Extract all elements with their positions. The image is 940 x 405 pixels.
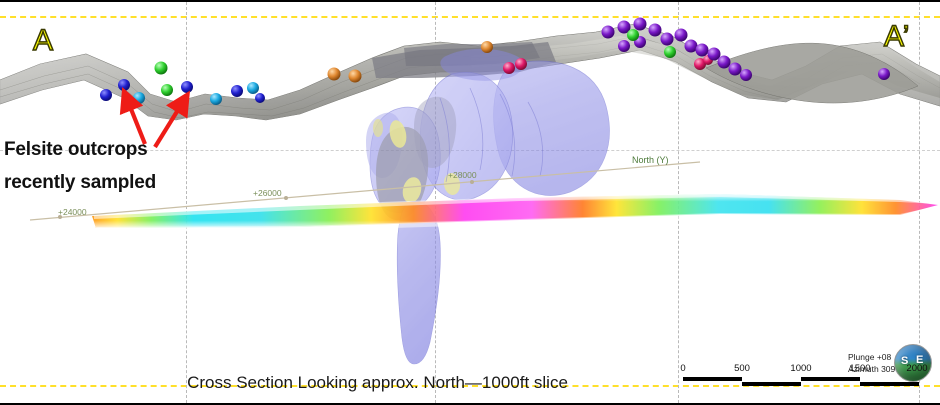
annotation-line-1: Felsite outcrops [4,139,148,160]
axis-tick-24000: +24000 [58,207,87,217]
axis-name-north: North (Y) [632,155,669,165]
scale-bar-tick-labels: 0 500 1000 1500 2000 [680,363,927,375]
globe-label-east: E [916,354,924,366]
orientation-globe-icon: S E [894,344,932,382]
scale-segment-4 [860,382,919,386]
scale-bar-segments [681,377,921,386]
section-end-label: A’ [883,19,911,54]
scale-segment-1 [683,377,742,381]
plunge-label: Plunge +08 [848,352,892,362]
grid-line-yellow-bottom [0,385,940,387]
figure-caption: Cross Section Looking approx. North—1000… [0,373,940,393]
scale-tick-0: 0 [680,363,686,374]
terrain-surface [0,23,940,121]
figure-caption-text: Cross Section Looking approx. North—1000… [187,373,568,392]
scale-tick-2000: 2000 [906,363,928,374]
arrow-right [153,90,190,149]
scale-tick-1000: 1000 [790,363,812,374]
azimuth-label: Azimuth 309 [848,364,896,374]
annotation-line-2: recently sampled [4,172,157,193]
axis-tick-28000: +28000 [448,170,477,180]
orebody-volumes [366,48,610,365]
scale-tick-1500: 1500 [849,363,871,374]
scale-segment-3 [801,377,860,381]
north-axis-line [29,161,701,221]
grid-line-yellow-top [0,16,940,18]
scale-bar: 0 500 1000 1500 2000 [680,363,928,393]
geophysics-heatmap-layer [92,193,938,232]
grid-line-vertical-1 [186,2,187,403]
scale-tick-500: 500 [734,363,750,374]
arrow-left [119,86,147,145]
section-start-label: A [32,23,55,58]
scale-segment-2 [742,382,801,386]
annotation-arrows [119,86,190,149]
axis-tick-26000: +26000 [253,188,282,198]
globe-label-south: S [901,355,909,367]
